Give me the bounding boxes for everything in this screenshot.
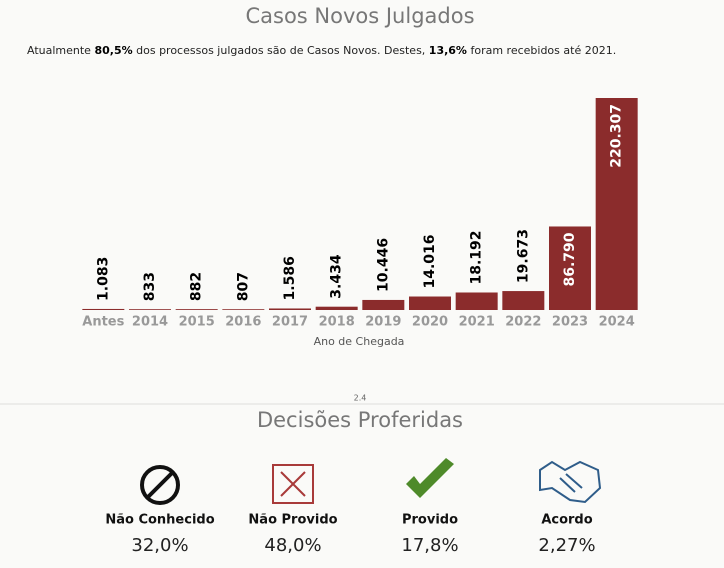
value-label: 14.016: [422, 234, 438, 288]
bar: [409, 296, 451, 310]
section-number: 2.4: [354, 394, 367, 403]
decision-percent: 2,27%: [538, 535, 595, 556]
bar: [549, 226, 591, 310]
bar: [175, 309, 218, 310]
x-tick-label: 2018: [319, 315, 355, 330]
x-tick-label: 2015: [179, 315, 215, 330]
bar: [82, 308, 125, 310]
subtitle-highlight: 13,6%: [429, 44, 467, 57]
bar: [502, 291, 545, 310]
subtitle-part: foram recebidos até 2021.: [470, 44, 616, 57]
icon-acordo: [539, 460, 602, 504]
x-tick-label: Antes: [82, 315, 124, 330]
x-tick-label: 2022: [505, 315, 541, 330]
decision-percent: 48,0%: [264, 535, 321, 556]
value-label: 18.192: [469, 230, 485, 284]
value-label: 1.083: [95, 257, 111, 301]
bar: [455, 292, 498, 310]
bar: [362, 299, 405, 310]
bar: [595, 98, 638, 310]
x-tick-label: 2019: [365, 315, 401, 330]
bar: [315, 306, 358, 310]
x-axis-label: Ano de Chegada: [314, 335, 405, 348]
x-tick-label: 2021: [459, 315, 495, 330]
decision-percent: 32,0%: [131, 535, 188, 556]
value-label: 86.790: [562, 232, 578, 286]
subtitle-highlight: 80,5%: [94, 44, 132, 57]
bar: [269, 308, 311, 310]
x-tick-label: 2014: [132, 315, 168, 330]
value-label: 220.307: [609, 104, 625, 168]
subtitle: Atualmente 80,5% dos processos julgados …: [27, 44, 616, 57]
decision-percent: 17,8%: [401, 535, 458, 556]
icon-nao-conhecido: [140, 465, 180, 505]
icon-nao-provido: [272, 464, 314, 504]
decision-label: Acordo: [541, 513, 592, 528]
x-tick-label: 2024: [599, 315, 635, 330]
decision-label: Não Provido: [248, 513, 337, 528]
chart-title: Casos Novos Julgados: [245, 4, 474, 28]
subtitle-part: Atualmente: [27, 44, 91, 57]
x-tick-label: 2016: [225, 315, 261, 330]
icon-provido: [406, 458, 454, 498]
value-label: 807: [235, 272, 251, 301]
x-tick-label: 2020: [412, 315, 448, 330]
value-label: 3.434: [329, 254, 345, 299]
x-tick-label: 2017: [272, 315, 308, 330]
decision-label: Provido: [402, 513, 458, 528]
value-label: 882: [189, 272, 205, 301]
subtitle-part: dos processos julgados são de Casos Novo…: [136, 44, 425, 57]
value-label: 10.446: [375, 238, 391, 292]
bar: [129, 309, 171, 310]
value-label: 1.586: [282, 256, 298, 300]
value-label: 19.673: [515, 229, 531, 283]
decision-label: Não Conhecido: [105, 513, 214, 528]
value-label: 833: [142, 272, 158, 301]
x-tick-label: 2023: [552, 315, 588, 330]
section-title: Decisões Proferidas: [257, 408, 463, 432]
bar: [222, 309, 265, 310]
